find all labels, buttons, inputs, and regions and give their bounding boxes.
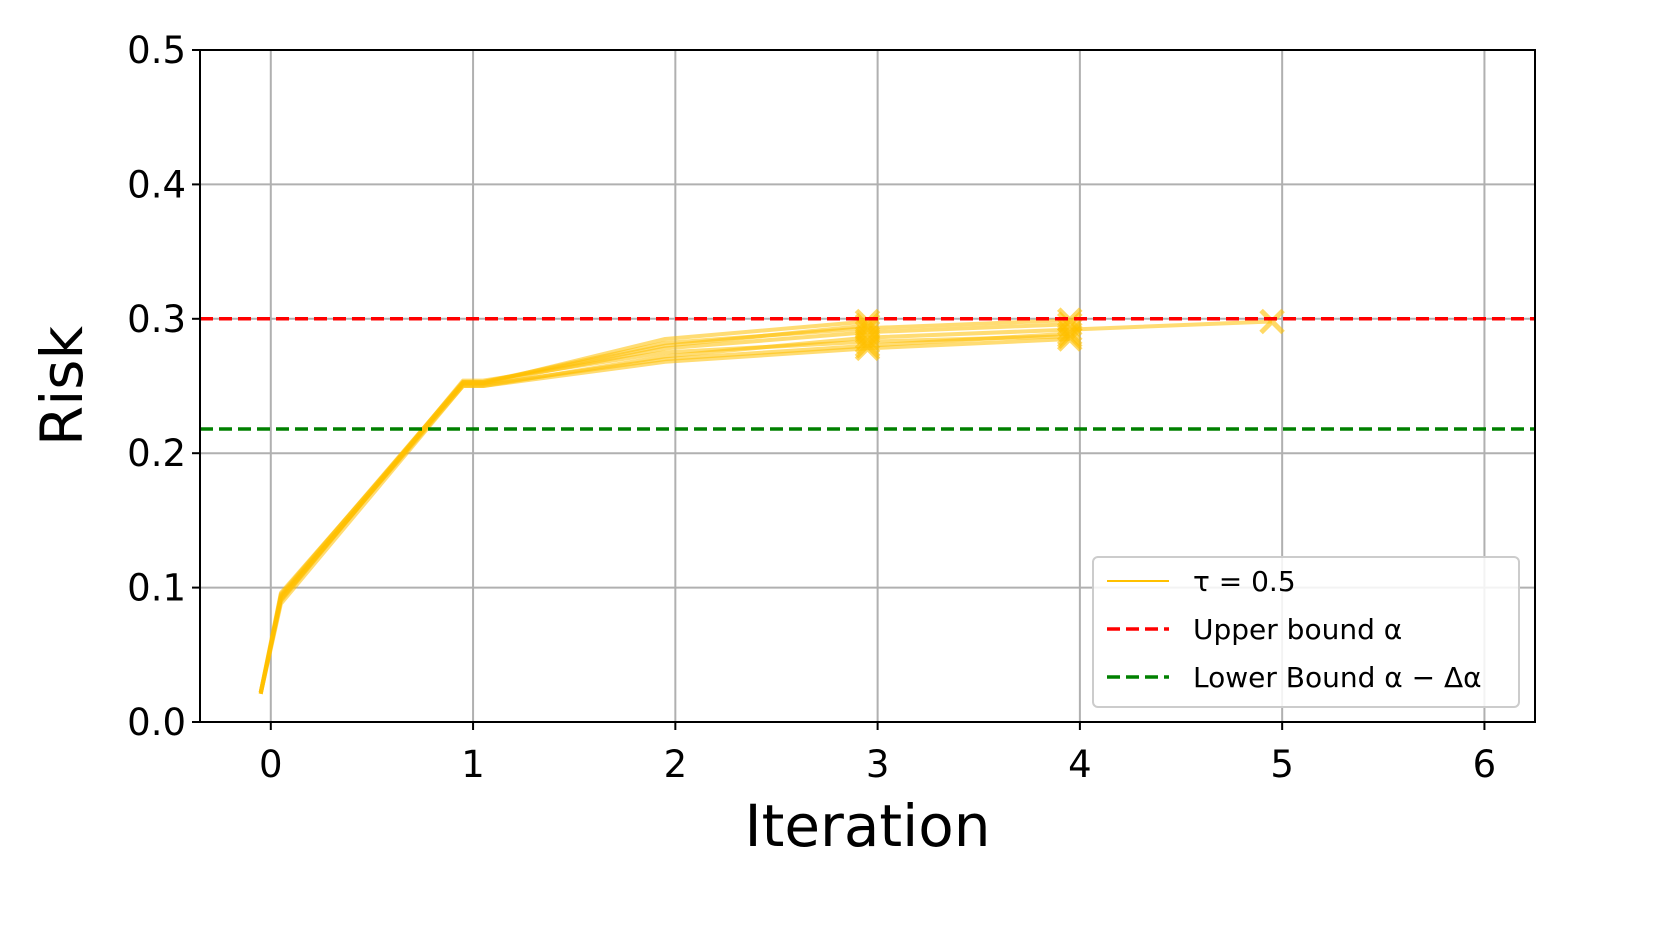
- x-tick-label: 3: [866, 743, 890, 786]
- end-marker: [1259, 308, 1285, 335]
- end-marker-layer: [854, 307, 1285, 362]
- end-marker: [854, 335, 881, 362]
- y-tick-label: 0.0: [127, 701, 186, 744]
- x-tick-label: 6: [1473, 743, 1497, 786]
- x-tick-label: 1: [461, 743, 485, 786]
- y-tick-label: 0.1: [127, 567, 186, 610]
- y-tick-label: 0.3: [127, 298, 186, 341]
- y-tick-label: 0.2: [127, 432, 186, 475]
- x-tick-label: 0: [259, 743, 283, 786]
- y-axis-title: Risk: [28, 325, 96, 446]
- bound-lines: [200, 317, 1535, 431]
- end-marker: [1057, 326, 1083, 352]
- plot-frame: [199, 49, 1536, 723]
- end-marker: [854, 308, 881, 335]
- legend-label-lower-bound: Lower Bound α − Δα: [1193, 661, 1482, 694]
- series-line: [258, 323, 868, 693]
- legend-label-tau: τ = 0.5: [1193, 565, 1296, 598]
- x-tick-label: 4: [1068, 743, 1092, 786]
- y-tick-label: 0.4: [127, 163, 186, 206]
- x-axis-title: Iteration: [744, 792, 990, 860]
- x-tick-label: 2: [664, 743, 688, 786]
- legend-box: [1092, 556, 1520, 708]
- y-tick-label: 0.5: [127, 29, 186, 72]
- y-axis-ticks: 0.0 0.1 0.2 0.3 0.4 0.5: [127, 29, 200, 744]
- end-marker: [1057, 316, 1083, 343]
- legend: τ = 0.5 Upper bound α Lower Bound α − Δα: [1092, 556, 1520, 708]
- x-tick-label: 5: [1270, 743, 1294, 786]
- x-axis-ticks: 0 1 2 3 4 5 6: [259, 722, 1496, 786]
- legend-label-upper-bound: Upper bound α: [1193, 613, 1402, 646]
